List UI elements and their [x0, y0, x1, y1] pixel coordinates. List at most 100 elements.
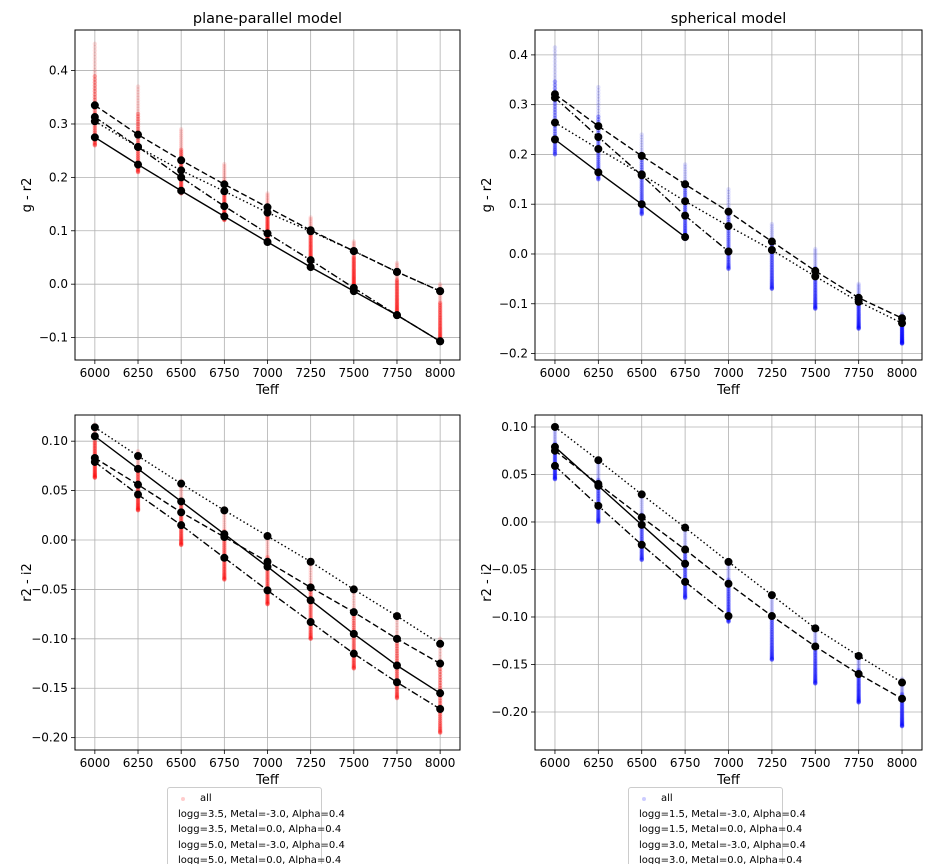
scatter-point-all — [222, 572, 227, 577]
scatter-point-all — [437, 304, 443, 309]
scatter-point-all — [726, 590, 731, 595]
scatter-point-all — [92, 80, 98, 85]
scatter-point-all — [437, 683, 443, 688]
scatter-point-all — [351, 598, 357, 603]
scatter-point-all — [596, 514, 601, 519]
scatter-point-all — [135, 505, 141, 510]
scatter-point-all — [135, 92, 141, 98]
series-point-dotted — [767, 591, 776, 600]
scatter-point-all — [178, 486, 184, 492]
scatter-point-all — [265, 573, 270, 578]
scatter-point-all — [222, 568, 227, 573]
scatter-point-all — [682, 591, 688, 596]
scatter-point-all — [92, 94, 98, 100]
x-tick-label: 7000 — [252, 756, 283, 770]
scatter-point-all — [856, 662, 861, 667]
series-point-dashdot — [177, 521, 186, 530]
scatter-point-all — [726, 241, 731, 247]
scatter-point-all — [813, 677, 818, 682]
scatter-point-all — [351, 664, 357, 669]
series-point-dashdot — [220, 202, 229, 211]
scatter-point-all — [437, 333, 443, 338]
scatter-point-all — [596, 114, 601, 119]
x-tick-label: 7500 — [339, 756, 370, 770]
scatter-point-all — [92, 469, 98, 475]
scatter-point-all — [682, 171, 688, 177]
scatter-point-all — [308, 216, 313, 222]
scatter-point-all — [552, 69, 558, 74]
scatter-point-all — [552, 72, 558, 78]
scatter-point-all — [769, 649, 775, 655]
scatter-point-all — [351, 242, 357, 247]
scatter-point-all — [222, 198, 227, 204]
scatter-point-all — [596, 94, 601, 99]
scatter-point-all — [351, 620, 357, 626]
scatter-point-all — [899, 339, 905, 345]
scatter-point-all — [726, 259, 731, 265]
scatter-point-all — [308, 577, 313, 583]
scatter-point-all — [899, 716, 905, 722]
scatter-point-all — [813, 254, 818, 260]
scatter-point-all — [308, 220, 313, 225]
scatter-point-all — [135, 502, 141, 508]
y-tick-label: −0.10 — [31, 632, 68, 646]
scatter-point-all — [856, 677, 861, 683]
scatter-point-all — [222, 169, 227, 174]
y-axis-label: r2 - i2 — [480, 563, 495, 601]
scatter-point-all — [552, 470, 558, 475]
scatter-point-all — [813, 292, 818, 297]
scatter-point-all — [265, 539, 270, 545]
scatter-point-all — [682, 228, 688, 234]
series-point-dashdot — [349, 283, 358, 292]
scatter-point-all — [552, 104, 558, 109]
scatter-point-all — [265, 221, 270, 227]
scatter-point-all — [308, 567, 313, 573]
scatter-point-all — [726, 266, 731, 271]
scatter-point-all — [394, 692, 400, 698]
scatter-point-all — [682, 554, 688, 559]
scatter-point-all — [552, 436, 558, 442]
series-point-dotted — [681, 523, 690, 532]
scatter-point-all — [437, 295, 443, 300]
scatter-point-all — [682, 220, 688, 226]
scatter-point-all — [394, 651, 400, 656]
scatter-point-all — [394, 279, 400, 284]
scatter-point-all — [351, 272, 357, 277]
scatter-point-all — [394, 691, 400, 696]
scatter-point-all — [222, 197, 227, 202]
scatter-point-all — [394, 298, 400, 303]
scatter-point-all — [726, 261, 731, 266]
scatter-point-all — [856, 694, 861, 699]
scatter-point-all — [265, 546, 270, 551]
scatter-point-all — [769, 647, 775, 652]
series-point-dotted — [90, 423, 99, 432]
scatter-point-all — [178, 541, 184, 546]
scatter-point-all — [552, 101, 558, 106]
scatter-point-all — [437, 680, 443, 685]
scatter-point-all — [596, 517, 601, 522]
scatter-point-all — [856, 316, 861, 322]
scatter-point-all — [92, 466, 98, 471]
scatter-point-all — [596, 175, 601, 180]
scatter-point-all — [552, 476, 558, 481]
scatter-point-all — [813, 296, 818, 301]
series-line-dashdot — [94, 461, 441, 710]
scatter-point-all — [813, 305, 818, 310]
scatter-point-all — [899, 333, 905, 338]
scatter-point-all — [394, 306, 400, 311]
series-point-dashdot — [306, 256, 315, 265]
scatter-point-all — [596, 488, 601, 494]
scatter-point-all — [682, 164, 688, 170]
scatter-point-all — [552, 472, 558, 477]
y-tick-label: 0.2 — [509, 147, 528, 161]
series-line-solid — [554, 446, 686, 565]
scatter-point-all — [596, 470, 601, 475]
scatter-point-all — [92, 445, 98, 451]
series-point-dashdot — [594, 133, 603, 142]
series-point-dashdot — [90, 457, 99, 466]
scatter-point-all — [135, 169, 141, 174]
scatter-point-all — [813, 281, 818, 286]
scatter-point-all — [856, 666, 861, 671]
scatter-point-all — [437, 696, 443, 701]
scatter-point-all — [856, 281, 861, 287]
